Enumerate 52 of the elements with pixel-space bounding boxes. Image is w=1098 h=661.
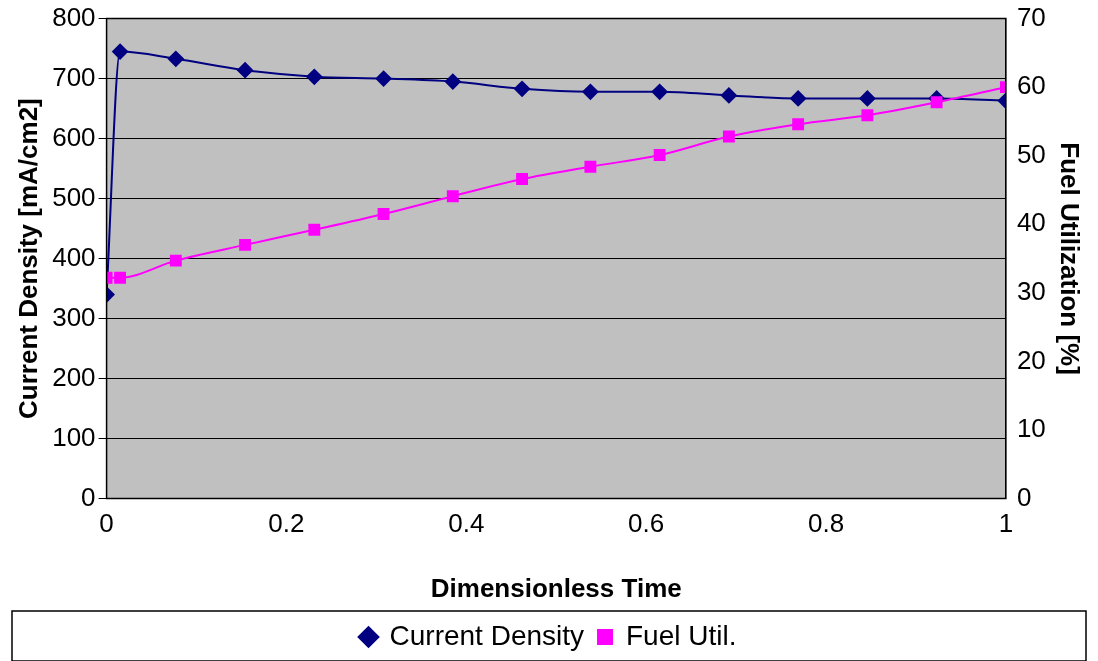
y-tick-label: 400: [52, 241, 96, 272]
y-tick-label: 800: [52, 1, 96, 32]
y-tick-label: 700: [52, 61, 96, 92]
point: [306, 68, 323, 85]
point: [514, 80, 531, 97]
x-tick-label: 0.2: [268, 508, 305, 539]
y-tick-label: 300: [52, 301, 96, 332]
point: [169, 254, 182, 267]
point: [237, 62, 254, 79]
point: [377, 208, 390, 220]
y2-tick-label: 0: [1016, 481, 1032, 512]
point: [582, 83, 599, 100]
point: [239, 238, 252, 251]
y-axis-title: Current Density [mA/cm2]: [12, 98, 43, 419]
y-tick-label: 0: [81, 481, 96, 512]
point: [112, 43, 129, 60]
x-tick-label: 0.6: [628, 508, 665, 539]
point: [651, 83, 668, 100]
point: [859, 90, 876, 107]
y2-tick-label: 60: [1016, 70, 1046, 101]
y-tick-label: 500: [52, 181, 96, 212]
x-tick-label: 0.8: [807, 508, 845, 539]
point: [930, 96, 943, 109]
legend-label: Fuel Util.: [626, 619, 737, 651]
point: [792, 118, 805, 131]
point: [516, 173, 529, 186]
point: [308, 223, 321, 236]
point: [375, 70, 392, 87]
point: [446, 190, 459, 203]
y2-tick-label: 70: [1016, 1, 1046, 32]
y2-tick-label: 40: [1016, 207, 1046, 238]
point: [861, 109, 874, 122]
point: [114, 271, 127, 284]
point: [653, 149, 666, 162]
legend-label: Current Density: [389, 619, 585, 651]
y2-tick-label: 10: [1016, 413, 1046, 444]
y-tick-label: 200: [52, 361, 96, 392]
x-axis-title: Dimensionless Time: [430, 572, 682, 603]
y2-axis-title: Fuel Utilization [%]: [1055, 142, 1086, 375]
y2-tick-label: 50: [1016, 138, 1046, 169]
x-tick-label: 0.4: [448, 508, 485, 539]
y2-tick-label: 30: [1016, 276, 1046, 307]
point: [790, 90, 807, 107]
point: [720, 87, 737, 104]
point: [167, 50, 184, 67]
point: [722, 130, 735, 143]
y2-tick-label: 20: [1016, 344, 1046, 375]
y-tick-label: 600: [52, 121, 96, 152]
point: [584, 160, 597, 173]
x-tick-label: 1: [998, 508, 1014, 539]
point: [444, 73, 461, 90]
y-tick-label: 100: [52, 421, 96, 452]
